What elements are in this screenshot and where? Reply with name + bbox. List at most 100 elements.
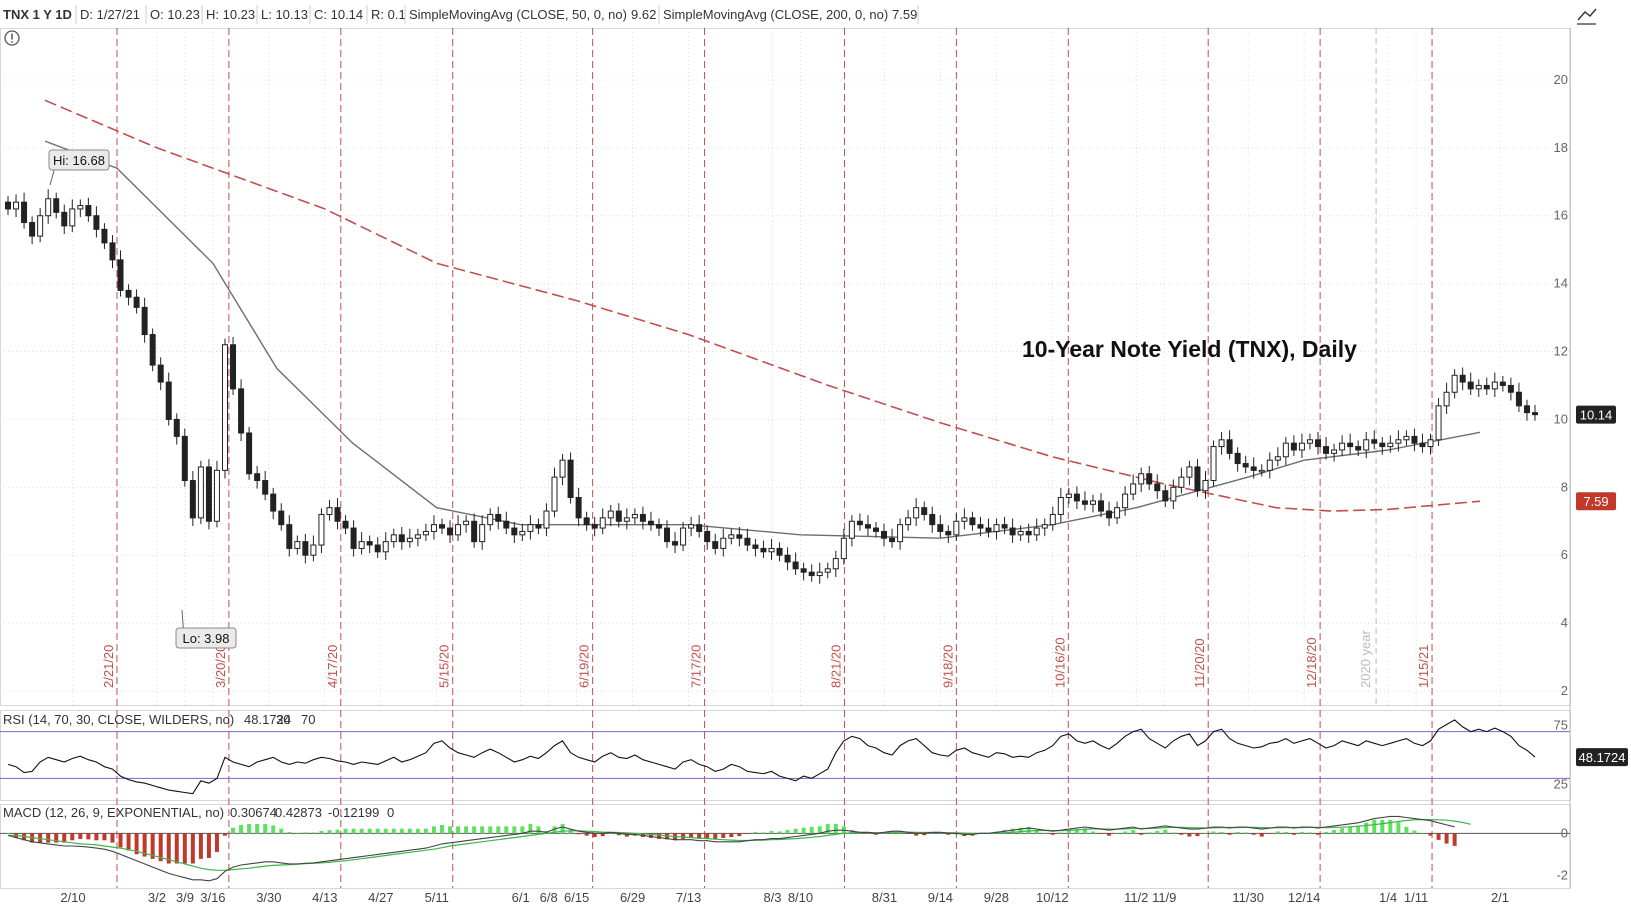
symbol-label[interactable]: TNX 1 Y 1D xyxy=(3,7,72,22)
macd-histogram-bar xyxy=(1179,833,1184,835)
candle-body xyxy=(583,517,590,526)
x-tick-label: 8/3 xyxy=(763,890,781,905)
last-price-tag-text: 10.14 xyxy=(1580,408,1613,423)
candle xyxy=(1347,433,1354,455)
macd-histogram-bar xyxy=(1107,833,1112,836)
x-tick-label: 2/1 xyxy=(1491,890,1509,905)
rsi-value-tag-box xyxy=(1576,748,1628,767)
macd-tick-label: 0 xyxy=(1561,825,1568,840)
sma50-legend[interactable]: SimpleMovingAvg (CLOSE, 50, 0, no) xyxy=(409,7,627,22)
candle-body xyxy=(141,306,148,336)
macd-value: 0.30674 xyxy=(230,805,277,820)
macd-histogram-bar xyxy=(1340,828,1345,834)
candle xyxy=(680,521,687,552)
macd-histogram-bar xyxy=(1372,819,1377,834)
candle-body xyxy=(1475,384,1482,390)
x-tick-label: 6/8 xyxy=(540,890,558,905)
macd-histogram-bar xyxy=(906,833,911,834)
macd-histogram-bar xyxy=(118,833,123,848)
y-tick-label: 20 xyxy=(1554,72,1568,87)
macd-histogram-bar xyxy=(777,831,782,834)
candle-body xyxy=(1323,446,1330,454)
macd-legend[interactable]: MACD (12, 26, 9, EXPONENTIAL, no) xyxy=(3,805,224,820)
candle-body xyxy=(1049,513,1056,526)
callout-box xyxy=(48,149,110,171)
candle xyxy=(647,511,654,531)
y-tick-label: 6 xyxy=(1561,547,1568,562)
rsi-level-high: 70 xyxy=(301,712,315,727)
rsi-level-low: 30 xyxy=(276,712,290,727)
candle-body xyxy=(1057,497,1064,515)
candle xyxy=(1419,433,1426,453)
macd-histogram-bar xyxy=(1139,833,1144,835)
macd-histogram-bar xyxy=(1163,829,1168,834)
x-tick-label: 11/2 xyxy=(1124,890,1148,905)
macd-histogram-bar xyxy=(62,833,67,843)
info-icon[interactable] xyxy=(4,30,20,46)
candle-body xyxy=(856,520,863,526)
candle xyxy=(278,503,285,531)
macd-histogram-bar xyxy=(761,832,766,834)
event-date-label: 3/20/20 xyxy=(213,645,228,688)
candle-body xyxy=(1202,480,1209,492)
candle xyxy=(905,510,912,531)
macd-diff-value: -0.12199 xyxy=(328,805,379,820)
candle-body xyxy=(1347,442,1354,448)
candle-body xyxy=(495,513,502,522)
candle xyxy=(149,328,156,372)
macd-histogram-bar xyxy=(1444,833,1449,844)
rsi-tick-label: 25 xyxy=(1554,776,1568,791)
candle-body xyxy=(1427,439,1434,448)
candle-body xyxy=(254,473,261,482)
candle xyxy=(447,520,454,543)
sma200-legend[interactable]: SimpleMovingAvg (CLOSE, 200, 0, no) xyxy=(663,7,888,22)
rsi-value-tag: 48.1724 xyxy=(1576,748,1628,767)
candle xyxy=(1049,506,1056,531)
macd-histogram-bar xyxy=(793,828,798,834)
candle xyxy=(1459,367,1466,391)
macd-histogram-bar xyxy=(1219,831,1224,834)
macd-histogram-bar xyxy=(1235,831,1240,834)
candle xyxy=(1170,479,1177,510)
macd-histogram-bar xyxy=(1348,826,1353,834)
candle xyxy=(631,508,638,524)
candle-body xyxy=(575,497,582,519)
rsi-legend[interactable]: RSI (14, 70, 30, CLOSE, WILDERS, no) xyxy=(3,712,234,727)
candle xyxy=(230,336,237,395)
candle xyxy=(728,528,735,545)
candle-body xyxy=(1226,439,1233,454)
candle-body xyxy=(567,459,574,499)
macd-histogram-bar xyxy=(126,833,131,851)
candle xyxy=(246,426,253,480)
macd-histogram-bar xyxy=(656,833,661,839)
rsi-line xyxy=(7,719,1536,795)
candle-body xyxy=(213,469,220,522)
candle xyxy=(961,508,968,530)
candle-body xyxy=(1515,391,1522,407)
candle xyxy=(752,538,759,557)
candle xyxy=(1114,501,1121,524)
rsi-value-tag-text: 48.1724 xyxy=(1579,750,1626,765)
candle xyxy=(511,521,518,543)
candle-body xyxy=(1073,493,1080,502)
candle xyxy=(1443,382,1450,414)
candle-body xyxy=(189,480,196,519)
macd-histogram-bar xyxy=(1171,832,1176,834)
candle xyxy=(696,515,703,538)
x-tick-label: 3/16 xyxy=(200,890,225,905)
event-date-label: 6/19/20 xyxy=(577,645,592,688)
candle xyxy=(398,527,405,550)
macd-histogram-bar xyxy=(1251,833,1256,835)
candle xyxy=(872,521,879,538)
candle-body xyxy=(294,541,301,549)
candle xyxy=(1017,525,1024,541)
candle-body xyxy=(503,520,510,529)
macd-histogram-bar xyxy=(1380,819,1385,834)
candle xyxy=(1532,404,1538,421)
candle-body xyxy=(1355,446,1362,451)
candle-body xyxy=(1379,442,1386,448)
drawing-tool-icon[interactable] xyxy=(1577,8,1597,25)
candle-body xyxy=(792,561,799,570)
candle-body xyxy=(366,541,373,546)
candle-body xyxy=(221,344,228,471)
